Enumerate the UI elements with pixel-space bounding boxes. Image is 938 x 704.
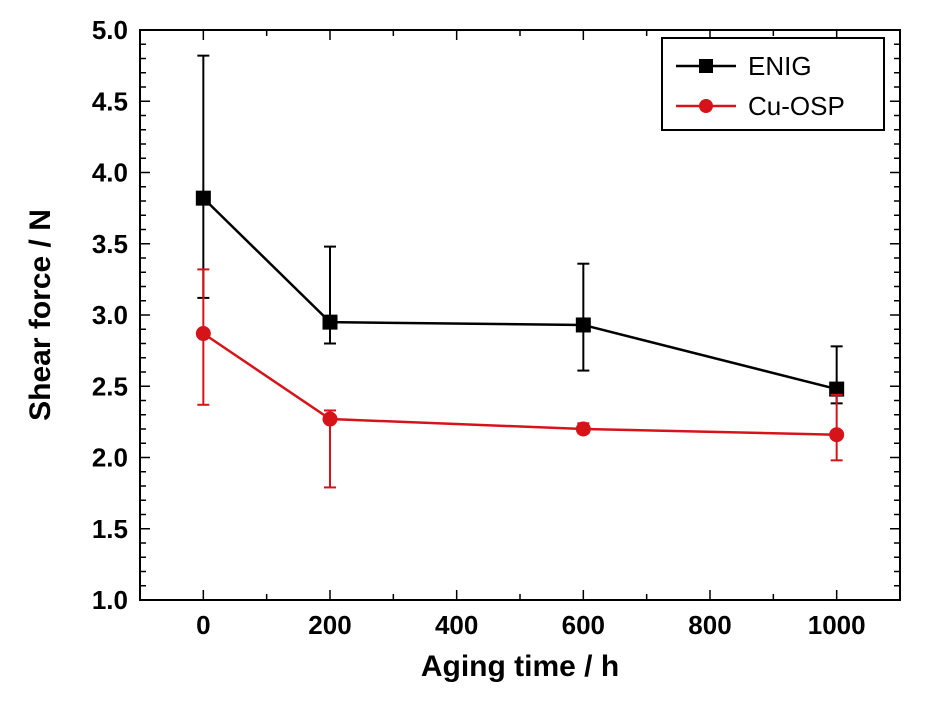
legend-label: Cu-OSP [748,91,845,121]
marker-circle [576,422,590,436]
y-tick-label: 4.0 [92,158,128,188]
y-axis-label: Shear force / N [24,209,57,421]
legend-marker [699,59,713,73]
marker-circle [196,327,210,341]
marker-circle [830,428,844,442]
marker-square [196,191,210,205]
y-tick-label: 4.5 [92,86,128,116]
x-tick-label: 400 [435,610,478,640]
y-tick-label: 1.5 [92,514,128,544]
y-tick-label: 2.5 [92,371,128,401]
x-axis-label: Aging time / h [421,650,619,683]
y-tick-label: 2.0 [92,443,128,473]
x-tick-label: 800 [688,610,731,640]
x-tick-label: 600 [562,610,605,640]
marker-square [323,315,337,329]
y-tick-label: 3.5 [92,229,128,259]
x-tick-label: 0 [196,610,210,640]
marker-square [576,318,590,332]
legend-label: ENIG [748,51,812,81]
chart-container: 0 200 400 600 800 1000 Aging time / h 1.0 1.5 2.0… [0,0,938,704]
x-tick-label: 1000 [808,610,866,640]
chart-svg: 0 200 400 600 800 1000 Aging time / h 1.0 1.5 2.0… [0,0,938,704]
legend-marker [699,99,713,113]
y-tick-label: 1.0 [92,585,128,615]
x-tick-label: 200 [308,610,351,640]
marker-circle [323,412,337,426]
y-tick-label: 5.0 [92,15,128,45]
y-tick-label: 3.0 [92,300,128,330]
